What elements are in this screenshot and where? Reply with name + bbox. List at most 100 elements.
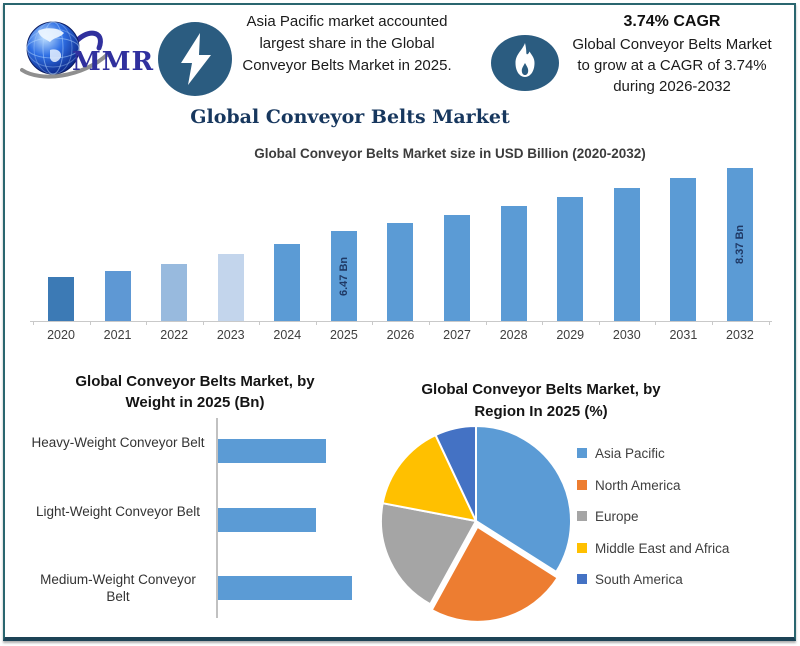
x-axis-tick — [372, 321, 374, 325]
mmr-logo-globe-icon — [20, 21, 110, 79]
legend-item-south-america: South America — [577, 572, 729, 587]
lightning-bolt-icon — [158, 22, 232, 96]
legend-label: Middle East and Africa — [595, 540, 730, 556]
region-chart-title-line-2: Region In 2025 (%) — [474, 403, 608, 420]
region-pie-chart — [374, 419, 580, 625]
weight-chart-title: Global Conveyor Belts Market, by Weight … — [40, 371, 350, 413]
x-axis-tick — [202, 321, 204, 325]
x-axis-label-2026: 2026 — [386, 328, 415, 342]
cagr-line-2: to grow at a CAGR of 3.74% — [577, 57, 767, 74]
x-axis-label-2028: 2028 — [499, 328, 528, 342]
x-axis-label-2024: 2024 — [273, 328, 302, 342]
bar-2021 — [104, 271, 131, 321]
x-axis-tick — [542, 321, 544, 325]
pie-slice-south-america — [434, 425, 477, 522]
legend-item-north-america: North America — [577, 478, 729, 493]
market-size-bar-chart: 6.47 Bn 8.37 Bn — [33, 160, 774, 325]
weight-category-label: Heavy-Weight Conveyor Belt — [31, 435, 205, 450]
insight-line-3: Conveyor Belts Market in 2025. — [242, 57, 452, 74]
bar-2029 — [557, 197, 584, 321]
cagr-heading: 3.74% CAGR — [623, 13, 721, 30]
region-pie-svg — [380, 425, 572, 623]
legend-label: North America — [595, 477, 681, 493]
x-axis-tick — [146, 321, 148, 325]
insight-line-2: largest share in the Global — [259, 35, 435, 52]
bar-data-label-2032: 8.37 Bn — [733, 224, 746, 265]
legend-item-asia-pacific: Asia Pacific — [577, 446, 729, 461]
insight-line-1: Asia Pacific market accounted — [246, 13, 448, 30]
legend-marker — [577, 448, 587, 458]
x-axis-tick — [259, 321, 261, 325]
x-axis-tick — [485, 321, 487, 325]
region-chart-title: Global Conveyor Belts Market, by Region … — [405, 379, 677, 423]
weight-chart-title-line-1: Global Conveyor Belts Market, by — [75, 373, 315, 390]
x-axis-label-2029: 2029 — [556, 328, 585, 342]
legend-item-europe: Europe — [577, 509, 729, 524]
insight-text: Asia Pacific market accounted largest sh… — [240, 11, 454, 77]
weight-category-label: Light-Weight Conveyor Belt — [35, 503, 201, 519]
x-axis-label-2023: 2023 — [216, 328, 245, 342]
legend-item-middle-east-and-africa: Middle East and Africa — [577, 541, 729, 556]
region-chart-title-line-1: Global Conveyor Belts Market, by — [421, 381, 661, 398]
bar-2030 — [613, 188, 640, 321]
legend-label: South America — [595, 572, 683, 587]
x-axis-label-2025: 2025 — [329, 328, 358, 342]
x-axis-tick — [315, 321, 317, 325]
pie-slice-north-america — [430, 525, 559, 623]
legend-marker — [577, 479, 587, 490]
legend-label: Europe — [595, 509, 639, 524]
weight-chart-title-line-2: Weight in 2025 (Bn) — [125, 394, 265, 411]
x-axis-tick — [598, 321, 600, 325]
mmr-logo-text: MMR — [72, 47, 155, 77]
x-axis-line — [30, 321, 772, 322]
x-axis-label-2021: 2021 — [103, 328, 132, 342]
market-size-chart-title: Global Conveyor Belts Market size in USD… — [254, 146, 646, 161]
region-pie-legend: Asia Pacific North America Europe Middle Ea… — [577, 446, 729, 604]
bar-2028 — [500, 206, 527, 321]
page-title: Global Conveyor Belts Market — [190, 106, 510, 128]
weight-bar-2 — [218, 507, 316, 532]
cagr-line-1: Global Conveyor Belts Market — [572, 36, 772, 53]
legend-marker — [577, 511, 587, 521]
bar-2022 — [161, 264, 188, 321]
bar-2025 — [330, 231, 357, 321]
x-axis-tick — [655, 321, 657, 325]
x-axis-labels: 2020 2021 2022 2023 2024 2025 2026 2027 2028 2029… — [34, 328, 774, 344]
pie-slice-middle-east-and-africa — [381, 434, 477, 522]
x-axis-label-2032: 2032 — [726, 328, 754, 342]
weight-bar-3 — [218, 576, 352, 600]
bar-2031 — [670, 178, 697, 321]
bar-2023 — [217, 254, 244, 321]
pie-slice-asia-pacific — [475, 425, 572, 573]
weight-category-label: Medium-Weight Conveyor Belt — [40, 572, 196, 604]
bar-data-label-2025: 6.47 Bn — [337, 256, 350, 296]
bar-2027 — [444, 215, 471, 321]
flame-icon — [491, 35, 559, 91]
cagr-line-3: during 2026-2032 — [613, 78, 731, 95]
bar-2020 — [48, 277, 74, 321]
weight-chart-axis-line — [216, 418, 218, 618]
weight-bar-1 — [218, 439, 326, 463]
cagr-block: 3.74% CAGR Global Conveyor Belts Market … — [560, 10, 784, 97]
x-axis-label-2030: 2030 — [612, 328, 641, 342]
bar-2032 — [726, 168, 753, 321]
x-axis-tick — [429, 321, 431, 325]
legend-label: Asia Pacific — [595, 446, 665, 461]
logo-swoosh-gray — [20, 52, 110, 79]
x-axis-tick — [89, 321, 91, 325]
legend-marker — [577, 574, 587, 584]
x-axis-tick — [768, 321, 770, 325]
x-axis-label-2022: 2022 — [160, 328, 189, 342]
globe-continent-south — [50, 49, 62, 63]
globe-continent-north — [38, 28, 64, 42]
x-axis-label-2027: 2027 — [443, 328, 471, 342]
legend-marker — [577, 542, 587, 553]
x-axis-tick — [33, 321, 34, 325]
x-axis-label-2031: 2031 — [669, 328, 698, 342]
bar-2026 — [387, 223, 414, 321]
bar-2024 — [274, 244, 301, 321]
x-axis-label-2020: 2020 — [47, 328, 75, 342]
weight-bar-chart: Heavy-Weight Conveyor Belt Light-Weight C… — [15, 418, 385, 625]
pie-slice-europe — [380, 502, 477, 606]
